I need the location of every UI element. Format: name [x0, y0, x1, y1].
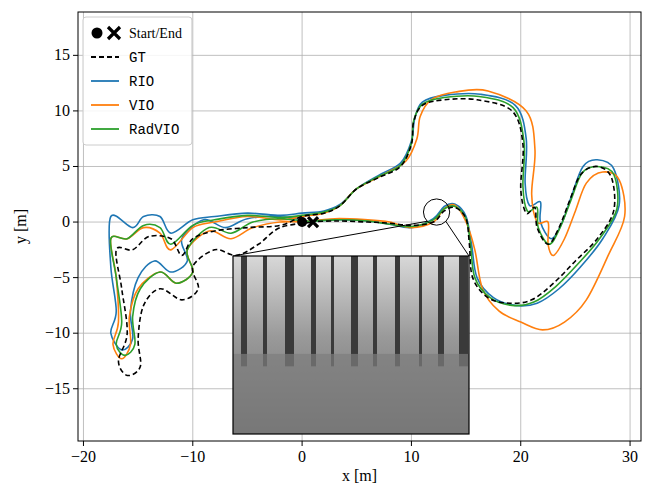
- tick: [73, 166, 78, 167]
- tick-label: −20: [71, 448, 96, 465]
- tick-label: 15: [54, 46, 70, 63]
- tick-label: 0: [62, 213, 70, 230]
- tick-label: −5: [53, 269, 70, 286]
- tick: [73, 333, 78, 334]
- inset-tree: [419, 256, 422, 366]
- inset-tree: [241, 256, 247, 366]
- inset-tree: [438, 256, 444, 366]
- legend: Start/End GT RIO VIO RadVIO: [83, 17, 192, 145]
- tick: [411, 441, 412, 446]
- inset-tree: [351, 256, 358, 366]
- tick: [630, 441, 631, 446]
- legend-symbol: [91, 80, 119, 82]
- tick: [73, 222, 78, 223]
- tick: [73, 388, 78, 389]
- tick-label: −15: [45, 380, 70, 397]
- legend-box: [83, 17, 192, 145]
- tick: [302, 441, 303, 446]
- legend-symbol: [91, 128, 119, 130]
- tick-label: 10: [403, 448, 419, 465]
- tick-label: 10: [54, 102, 70, 119]
- grid-line: [520, 12, 521, 441]
- tick: [73, 277, 78, 278]
- tick-label: 20: [513, 448, 529, 465]
- grid-line: [78, 166, 641, 167]
- end-marker: [308, 217, 318, 227]
- inset-frame: [233, 256, 469, 434]
- inset-tree: [263, 256, 267, 366]
- inset-tree: [395, 256, 400, 366]
- tick-label: −10: [45, 324, 70, 341]
- zoom-connector: [446, 221, 469, 256]
- legend-label: GT: [129, 50, 146, 66]
- tick: [192, 441, 193, 446]
- tick: [520, 441, 521, 446]
- legend-symbol: [91, 56, 119, 58]
- plot-frame: [78, 12, 641, 441]
- inset-image: [233, 256, 469, 434]
- legend-symbol: [92, 28, 103, 39]
- legend-label: VIO: [129, 98, 154, 114]
- legend-symbol: [91, 104, 119, 106]
- tick-label: 30: [622, 448, 638, 465]
- x-axis-title: x [m]: [342, 467, 377, 484]
- inset-tree: [285, 256, 294, 366]
- inset-ground: [233, 354, 469, 434]
- y-axis-title: y [m]: [12, 209, 30, 244]
- inset-tree: [331, 256, 334, 366]
- tick: [83, 441, 84, 446]
- inset-tree: [373, 256, 377, 366]
- start-marker: [297, 217, 307, 227]
- tick-label: 5: [62, 157, 70, 174]
- legend-label: RIO: [129, 74, 154, 90]
- legend-label: Start/End: [129, 26, 182, 41]
- tick-label: −10: [180, 448, 205, 465]
- tick: [73, 55, 78, 56]
- zoom-connector: [233, 221, 427, 256]
- tick-label: 0: [298, 448, 306, 465]
- grid: [78, 12, 641, 441]
- legend-symbol: [108, 27, 120, 39]
- inset-tree: [459, 256, 468, 366]
- inset-photo: [233, 256, 469, 434]
- tick: [73, 110, 78, 111]
- grid-line: [630, 12, 631, 441]
- legend-label: RadVIO: [129, 122, 179, 138]
- chart: −20 −10 0 10 20 30 −15 −10 −5 0 5 10 15 x [m] y [m] Sta…: [0, 0, 649, 489]
- zoom-circle: [423, 199, 449, 225]
- inset-tree: [311, 256, 316, 366]
